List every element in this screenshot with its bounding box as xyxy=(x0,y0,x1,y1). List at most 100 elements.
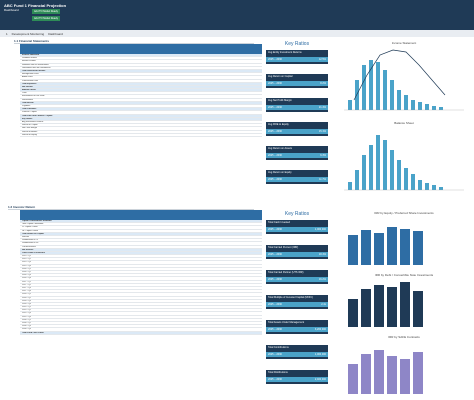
table-row: Dividend Income xyxy=(20,57,268,61)
row-label: 2026 - Q3 xyxy=(22,274,31,277)
row-value xyxy=(218,73,243,75)
row-value xyxy=(119,300,144,302)
row-value xyxy=(144,73,169,75)
row-label: Distributions to GP xyxy=(22,242,39,245)
key-ratio-number: 11.7% xyxy=(319,178,326,181)
row-value xyxy=(194,332,219,334)
chart-bar xyxy=(439,107,443,110)
chart-bar xyxy=(348,182,352,190)
row-label: 2026 - Q4 xyxy=(22,277,31,280)
row-label: 2029 - Q3 xyxy=(22,312,31,315)
chart-bar xyxy=(418,180,422,190)
row-value xyxy=(119,297,144,299)
key-ratio-number: 15.1% xyxy=(318,130,326,133)
row-value xyxy=(119,124,144,126)
table-row: Returns xyxy=(20,235,268,240)
row-value xyxy=(194,124,219,126)
row-value xyxy=(169,293,194,295)
row-value xyxy=(218,115,243,117)
row-value xyxy=(169,274,194,276)
row-value xyxy=(194,67,219,69)
row-value xyxy=(218,80,243,82)
income-line xyxy=(353,49,446,101)
key-ratio-card: Avg Net Profit Margin 2025 – 2030 21.4% xyxy=(266,98,328,112)
row-value xyxy=(169,268,194,270)
row-value xyxy=(119,108,144,110)
row-value xyxy=(169,261,194,263)
row-value xyxy=(218,287,243,289)
row-value xyxy=(119,290,144,292)
row-value xyxy=(218,303,243,305)
row-label: Payables xyxy=(22,105,31,107)
row-value xyxy=(119,95,144,97)
income-bars xyxy=(348,60,443,110)
row-value xyxy=(218,89,243,91)
row-value xyxy=(119,246,144,248)
row-value xyxy=(194,60,219,62)
row-value xyxy=(194,290,219,292)
row-value xyxy=(144,316,169,318)
row-value xyxy=(194,297,219,299)
key-ratio-number: 16.2% xyxy=(318,278,326,281)
row-value xyxy=(144,60,169,62)
row-label: Management Fees xyxy=(22,73,39,76)
chart-bar xyxy=(390,80,394,110)
chart-bar xyxy=(362,65,366,110)
row-value xyxy=(144,293,169,295)
row-label: Returns xyxy=(22,235,30,238)
row-value xyxy=(194,105,219,107)
irr-safe-chart: IRR by SAFE Contracts xyxy=(334,334,474,398)
key-ratio-card: Total Assets Under Management 2025 – 2030… xyxy=(266,320,328,334)
row-value xyxy=(194,281,219,283)
irr-equity-chart: IRR by Equity / Preferred Share Investme… xyxy=(334,210,474,270)
row-label: 2030 - Q2 xyxy=(22,322,31,324)
row-label: 2025 - Q1 xyxy=(22,255,31,258)
chart-bar xyxy=(413,291,423,327)
key-ratio-period: 2025 – 2030 xyxy=(268,253,282,256)
row-label: Cash xyxy=(22,92,27,95)
irr-debt-svg xyxy=(348,282,423,327)
row-value xyxy=(218,284,243,286)
key-ratio-card: Total Contributions 2025 – 2030 1,000,000 xyxy=(266,345,328,359)
row-label: GP Capital Called xyxy=(22,229,38,232)
row-value xyxy=(218,131,243,133)
row-value xyxy=(194,131,219,133)
section-divider-2 xyxy=(8,209,254,210)
row-value xyxy=(169,86,194,88)
row-value xyxy=(194,115,219,117)
row-value xyxy=(144,124,169,126)
nav-item-1[interactable]: 1 xyxy=(6,31,8,36)
table-row: Interest Income xyxy=(20,60,268,64)
row-value xyxy=(144,54,169,56)
row-value xyxy=(119,287,144,289)
table-row: 2026 - Q4 xyxy=(20,277,268,281)
row-value xyxy=(144,102,169,104)
row-value xyxy=(218,277,243,279)
chart-bar xyxy=(418,102,422,110)
nav-item-2[interactable]: Development Monitoring xyxy=(11,31,45,36)
row-value xyxy=(119,73,144,75)
table-row: 2028 - Q2 xyxy=(20,297,268,300)
key-ratio-period: 2025 – 2030 xyxy=(268,278,282,281)
row-label: Total Expenses xyxy=(22,82,37,85)
table-row: Carried Interest xyxy=(20,246,268,249)
table-row: 2027 - Q2 xyxy=(20,284,268,287)
irr-equity-title: IRR by Equity / Preferred Share Investme… xyxy=(374,211,434,215)
row-value xyxy=(144,242,169,244)
row-value xyxy=(119,89,144,91)
row-value xyxy=(119,105,144,107)
row-value xyxy=(119,111,144,113)
row-value xyxy=(194,306,219,308)
model-ready-button[interactable]: Add TO Model Ready xyxy=(32,9,60,14)
row-label: Avg Investment Returns xyxy=(22,120,44,123)
row-label: Dividend Income xyxy=(22,57,37,60)
table-row: Investments at Fair Value xyxy=(20,95,268,99)
row-label: 2029 - Q4 xyxy=(22,315,31,318)
row-value xyxy=(218,95,243,97)
model-ready-button-2[interactable]: Add TO Model Ready xyxy=(32,16,60,21)
row-value xyxy=(218,223,243,225)
row-value xyxy=(218,76,243,78)
nav-item-3[interactable]: Dashboard xyxy=(48,31,63,36)
row-value xyxy=(144,92,169,94)
row-value xyxy=(218,108,243,110)
